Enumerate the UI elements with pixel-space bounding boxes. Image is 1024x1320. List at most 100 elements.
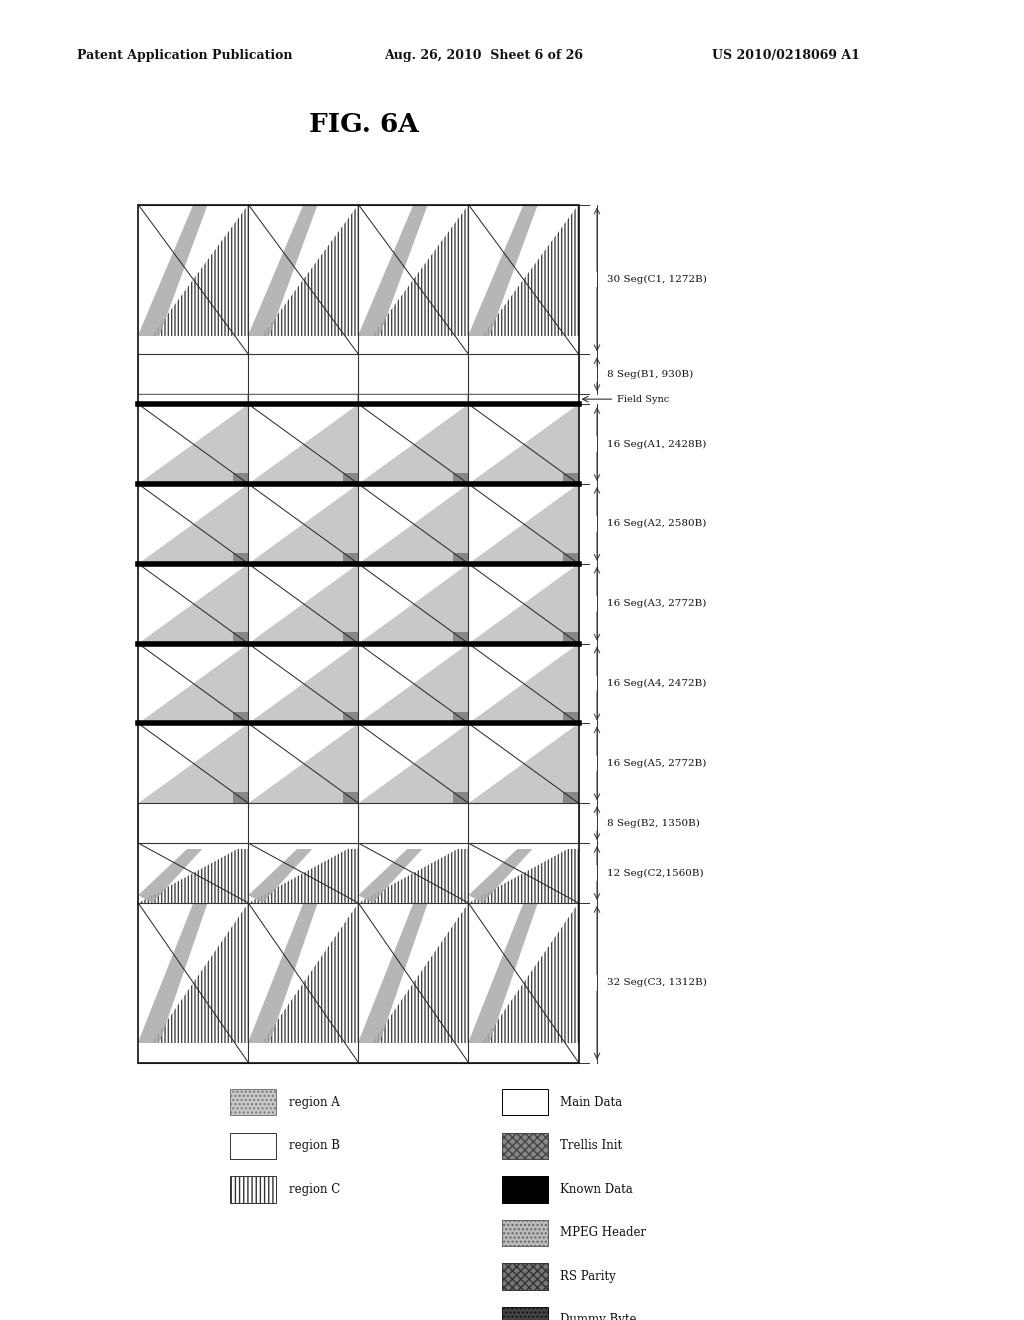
Polygon shape: [358, 564, 468, 644]
Text: Aug. 26, 2010  Sheet 6 of 26: Aug. 26, 2010 Sheet 6 of 26: [384, 49, 583, 62]
Polygon shape: [453, 713, 468, 723]
Polygon shape: [138, 903, 248, 1063]
Polygon shape: [248, 843, 358, 903]
Bar: [358, 337, 468, 354]
Bar: [138, 843, 248, 903]
Polygon shape: [248, 404, 358, 484]
Bar: [138, 1043, 248, 1063]
Polygon shape: [138, 484, 248, 564]
Bar: [248, 404, 358, 484]
Bar: [358, 903, 468, 1063]
Bar: [358, 903, 468, 1063]
Polygon shape: [358, 843, 468, 903]
Text: 16 Seg(A3, 2772B): 16 Seg(A3, 2772B): [607, 599, 707, 609]
Polygon shape: [358, 205, 468, 354]
Polygon shape: [468, 843, 538, 903]
Polygon shape: [343, 473, 358, 484]
Bar: [502, 1220, 548, 1246]
Polygon shape: [453, 553, 468, 564]
Text: 16 Seg(A1, 2428B): 16 Seg(A1, 2428B): [607, 440, 707, 449]
Bar: [468, 843, 579, 903]
Bar: [358, 205, 468, 354]
Bar: [138, 564, 248, 644]
Bar: [248, 337, 358, 354]
Text: MPEG Header: MPEG Header: [560, 1226, 646, 1239]
Bar: [248, 484, 358, 564]
Bar: [358, 803, 468, 843]
Polygon shape: [138, 843, 248, 903]
Polygon shape: [343, 713, 358, 723]
Polygon shape: [358, 903, 428, 1063]
Bar: [138, 903, 248, 1063]
Bar: [468, 843, 579, 849]
Polygon shape: [563, 713, 579, 723]
Bar: [138, 404, 248, 484]
Text: FIG. 6A: FIG. 6A: [308, 112, 419, 137]
Bar: [358, 843, 468, 849]
Polygon shape: [232, 792, 248, 803]
Bar: [138, 843, 248, 903]
Bar: [358, 395, 468, 404]
Polygon shape: [248, 564, 358, 644]
Polygon shape: [248, 484, 358, 564]
Polygon shape: [358, 723, 468, 803]
Bar: [248, 564, 358, 644]
Polygon shape: [232, 473, 248, 484]
Text: 16 Seg(A4, 2472B): 16 Seg(A4, 2472B): [607, 678, 707, 688]
Polygon shape: [343, 553, 358, 564]
Bar: [358, 723, 468, 803]
Bar: [358, 205, 468, 354]
Bar: [248, 1043, 358, 1063]
Bar: [468, 564, 579, 644]
Text: 8 Seg(B1, 930B): 8 Seg(B1, 930B): [607, 370, 693, 379]
Polygon shape: [453, 792, 468, 803]
Bar: [138, 484, 248, 564]
Bar: [358, 404, 468, 484]
Text: Field Sync: Field Sync: [617, 395, 670, 404]
Polygon shape: [468, 644, 579, 723]
Polygon shape: [248, 723, 358, 803]
Polygon shape: [248, 843, 317, 903]
Polygon shape: [138, 205, 248, 354]
Bar: [502, 1263, 548, 1290]
Polygon shape: [468, 484, 579, 564]
Bar: [468, 803, 579, 843]
Polygon shape: [358, 644, 468, 723]
Polygon shape: [138, 843, 208, 903]
Bar: [248, 903, 358, 1063]
Bar: [358, 354, 468, 395]
Bar: [248, 354, 358, 395]
Bar: [502, 1089, 548, 1115]
Polygon shape: [468, 404, 579, 484]
Bar: [358, 1043, 468, 1063]
Bar: [248, 843, 358, 903]
Polygon shape: [468, 205, 538, 354]
Polygon shape: [563, 632, 579, 644]
Bar: [248, 843, 358, 903]
Polygon shape: [343, 632, 358, 644]
Text: Main Data: Main Data: [560, 1096, 623, 1109]
Bar: [230, 1176, 276, 1203]
Text: region B: region B: [289, 1139, 340, 1152]
Text: 12 Seg(C2,1560B): 12 Seg(C2,1560B): [607, 869, 703, 878]
Text: 30 Seg(C1, 1272B): 30 Seg(C1, 1272B): [607, 275, 708, 284]
Polygon shape: [138, 404, 248, 484]
Text: Dummy Byte: Dummy Byte: [560, 1313, 637, 1320]
Bar: [230, 1089, 276, 1115]
Polygon shape: [358, 903, 468, 1063]
Bar: [358, 484, 468, 564]
Text: Trellis Init: Trellis Init: [560, 1139, 623, 1152]
Bar: [468, 205, 579, 354]
Text: 8 Seg(B2, 1350B): 8 Seg(B2, 1350B): [607, 818, 700, 828]
Polygon shape: [453, 632, 468, 644]
Text: 32 Seg(C3, 1312B): 32 Seg(C3, 1312B): [607, 978, 708, 987]
Polygon shape: [468, 903, 538, 1063]
Bar: [358, 564, 468, 644]
Polygon shape: [358, 404, 468, 484]
Bar: [248, 723, 358, 803]
Polygon shape: [138, 903, 208, 1063]
Polygon shape: [232, 553, 248, 564]
Bar: [468, 484, 579, 564]
Bar: [468, 644, 579, 723]
Text: RS Parity: RS Parity: [560, 1270, 615, 1283]
